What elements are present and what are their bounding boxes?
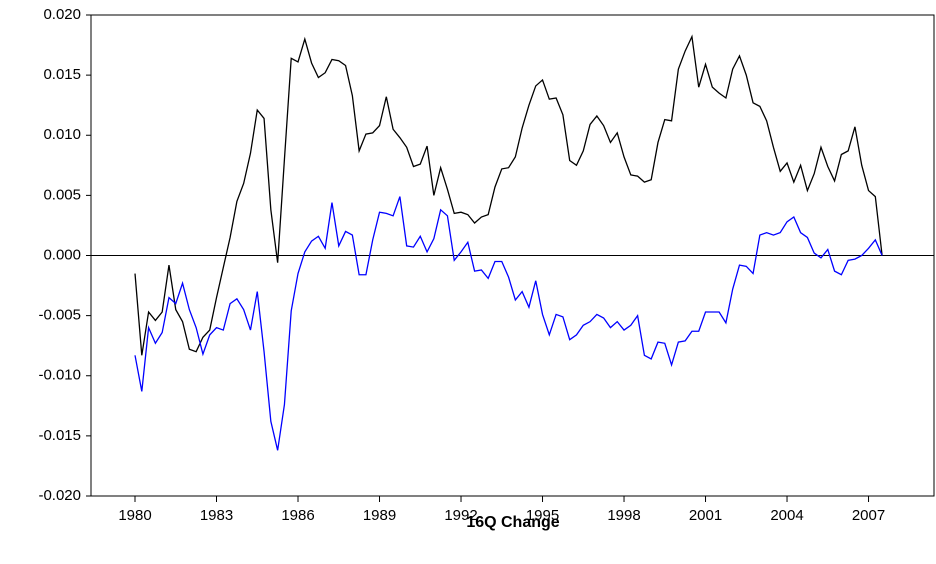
y-tick-label: 0.010 (43, 126, 81, 143)
x-tick-label: 2007 (852, 507, 885, 524)
x-tick-label: 1992 (444, 507, 477, 524)
y-tick-label: 0.000 (43, 246, 81, 263)
series-line (134, 196, 883, 451)
x-tick-label: 2001 (689, 507, 722, 524)
x-tick-label: 1998 (607, 507, 640, 524)
x-tick-label: 1986 (281, 507, 314, 524)
x-tick-label: 1983 (200, 507, 233, 524)
y-tick-label: 0.015 (43, 66, 81, 83)
x-tick-label: 1989 (363, 507, 396, 524)
y-tick-label: -0.015 (38, 427, 81, 444)
x-tick-label: 2004 (770, 507, 803, 524)
y-tick-label: 0.020 (43, 6, 81, 23)
y-tick-label: -0.020 (38, 487, 81, 504)
y-tick-label: -0.010 (38, 367, 81, 384)
series-line (134, 34, 883, 356)
y-tick-label: -0.005 (38, 307, 81, 324)
x-axis-title: 16Q Change (466, 514, 559, 531)
y-tick-label: 0.005 (43, 186, 81, 203)
x-tick-label: 1995 (526, 507, 559, 524)
x-tick-label: 1980 (118, 507, 151, 524)
